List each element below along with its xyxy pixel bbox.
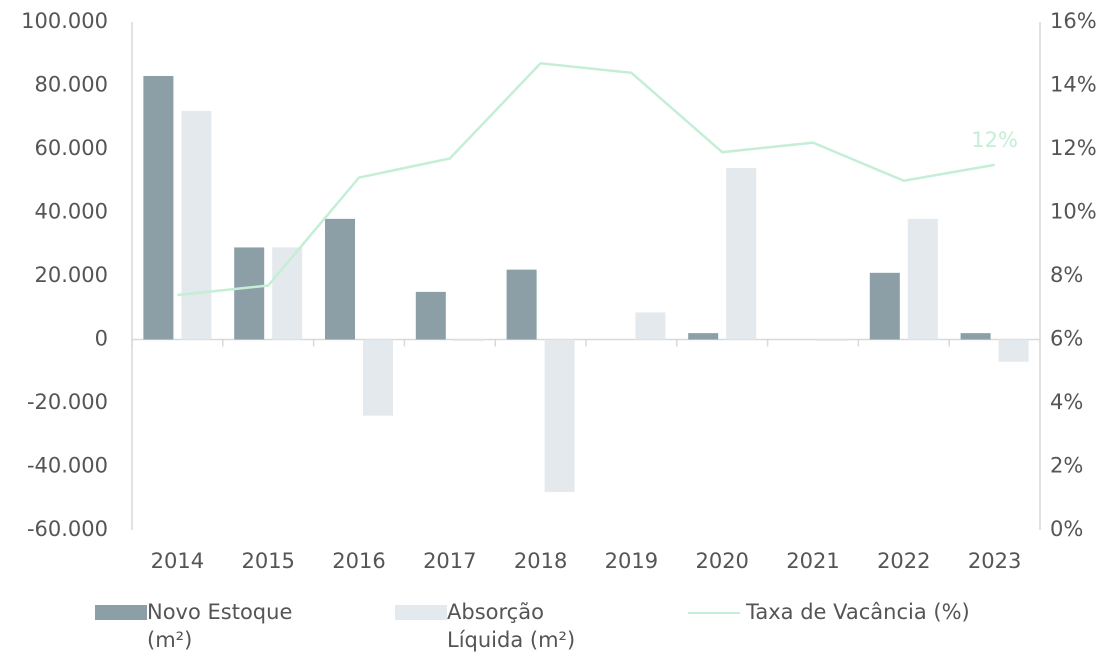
bar bbox=[325, 218, 355, 340]
y2-tick-label: 4% bbox=[1050, 390, 1083, 414]
bar bbox=[453, 339, 484, 342]
bar bbox=[960, 333, 991, 340]
bar bbox=[181, 110, 212, 340]
legend-label: Absorção Líquida (m²) bbox=[447, 600, 576, 652]
bar bbox=[817, 339, 847, 342]
y-tick-label: 100.000 bbox=[21, 9, 108, 33]
legend-label: Novo Estoque (m²) bbox=[147, 600, 293, 652]
legend-swatch bbox=[688, 612, 740, 614]
legend-swatch bbox=[395, 605, 447, 620]
chart: -60.000 -40.000 -20.000 0 20.000 40.000 60.000… bbox=[21, 9, 1097, 573]
bar bbox=[688, 333, 719, 340]
legend: Novo Estoque (m²) Absorção Líquida (m²) Ta… bbox=[0, 598, 1112, 655]
bar bbox=[506, 269, 537, 340]
x-tick-label: 2017 bbox=[423, 549, 476, 573]
data-label: 12% bbox=[971, 128, 1018, 152]
x-tick-label: 2020 bbox=[695, 549, 748, 573]
bar bbox=[415, 291, 446, 340]
x-tick-label: 2016 bbox=[332, 549, 385, 573]
y2-tick-label: 0% bbox=[1050, 517, 1083, 541]
y2-tick-label: 12% bbox=[1050, 136, 1097, 160]
y2-tick-label: 6% bbox=[1050, 327, 1083, 351]
bar bbox=[869, 272, 900, 340]
y-tick-label: 20.000 bbox=[35, 263, 108, 287]
y2-tick-label: 14% bbox=[1050, 73, 1097, 97]
legend-label: Taxa de Vacância (%) bbox=[746, 600, 970, 624]
legend-item: Novo Estoque (m²) bbox=[95, 598, 297, 654]
bar bbox=[998, 339, 1029, 362]
bar bbox=[363, 339, 393, 416]
bar bbox=[726, 168, 757, 340]
y-tick-label: 80.000 bbox=[35, 73, 108, 97]
x-tick-label: 2014 bbox=[151, 549, 204, 573]
legend-item: Taxa de Vacância (%) bbox=[688, 598, 1046, 626]
y-tick-label: -60.000 bbox=[27, 517, 108, 541]
bar bbox=[143, 75, 174, 340]
y2-tick-label: 10% bbox=[1050, 200, 1097, 224]
legend-item: Absorção Líquida (m²) bbox=[395, 598, 597, 654]
bar bbox=[234, 247, 265, 340]
y-tick-label: 40.000 bbox=[35, 200, 108, 224]
x-tick-label: 2015 bbox=[241, 549, 294, 573]
x-tick-label: 2018 bbox=[514, 549, 567, 573]
y2-tick-label: 16% bbox=[1050, 9, 1097, 33]
y-tick-label: 60.000 bbox=[35, 136, 108, 160]
x-tick-label: 2019 bbox=[605, 549, 658, 573]
y-tick-label: -20.000 bbox=[27, 390, 108, 414]
y-tick-label: -40.000 bbox=[27, 454, 108, 478]
bar bbox=[544, 339, 575, 492]
y-tick-label: 0 bbox=[95, 327, 108, 351]
y2-tick-label: 2% bbox=[1050, 454, 1083, 478]
x-tick-label: 2022 bbox=[877, 549, 930, 573]
bar bbox=[907, 218, 938, 340]
x-tick-label: 2021 bbox=[786, 549, 839, 573]
x-tick-label: 2023 bbox=[968, 549, 1021, 573]
y2-tick-label: 8% bbox=[1050, 263, 1083, 287]
bar bbox=[635, 312, 666, 340]
legend-swatch bbox=[95, 605, 147, 620]
line bbox=[177, 61, 995, 297]
